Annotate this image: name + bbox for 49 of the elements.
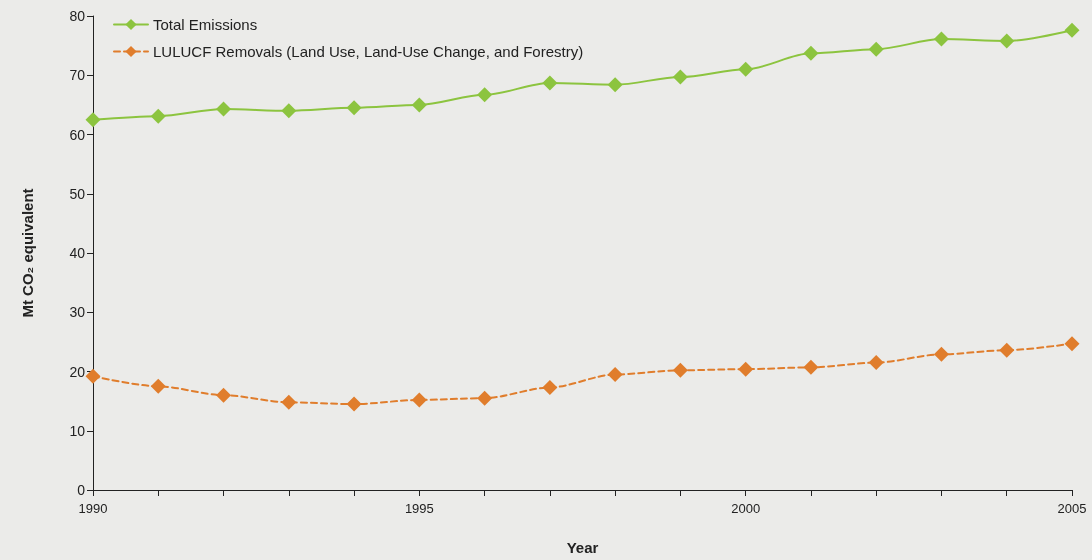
y-tick-label: 40 [69,245,86,261]
point [85,112,101,128]
point [477,390,493,406]
point [868,355,884,371]
point [411,97,427,113]
point [216,387,232,403]
point [999,342,1015,358]
y-tick-label: 50 [69,185,86,202]
legend-label: Total Emissions [153,16,258,33]
y-tick-label: 10 [69,422,86,439]
point [803,45,819,61]
point [411,392,427,408]
point [346,396,362,412]
x-axis-title: Year [566,539,599,556]
point [281,394,297,410]
point [1064,22,1080,38]
x-tick-label: 1995 [404,501,434,516]
point [868,41,884,57]
y-tick-label: 70 [69,67,86,84]
point [150,108,166,124]
point [216,101,232,117]
x-tick-label: 2000 [731,501,761,516]
point [85,368,101,384]
point [933,346,949,362]
point [738,361,754,377]
y-tick-label: 80 [69,8,86,24]
legend-label: LULUCF Removals (Land Use, Land-Use Change, and Forestry) [153,43,584,60]
point [542,380,558,395]
y-tick-label: 60 [69,126,86,143]
x-tick-label: 1990 [78,501,108,516]
point [607,77,623,93]
point [150,378,166,394]
y-tick-label: 0 [77,482,86,498]
y-tick-label: 30 [69,304,86,321]
y-axis-title: Mt CO₂ equivalent [19,188,36,318]
point [346,100,362,116]
point [672,69,688,85]
point [672,362,688,378]
point [281,103,297,119]
point [738,61,754,77]
point [999,33,1015,49]
point [542,75,558,91]
point [477,87,493,103]
x-tick-label: 2005 [1057,501,1087,516]
point [1064,336,1080,352]
point [933,31,949,47]
point [803,359,819,375]
point [607,366,623,382]
y-tick-label: 20 [69,363,86,380]
